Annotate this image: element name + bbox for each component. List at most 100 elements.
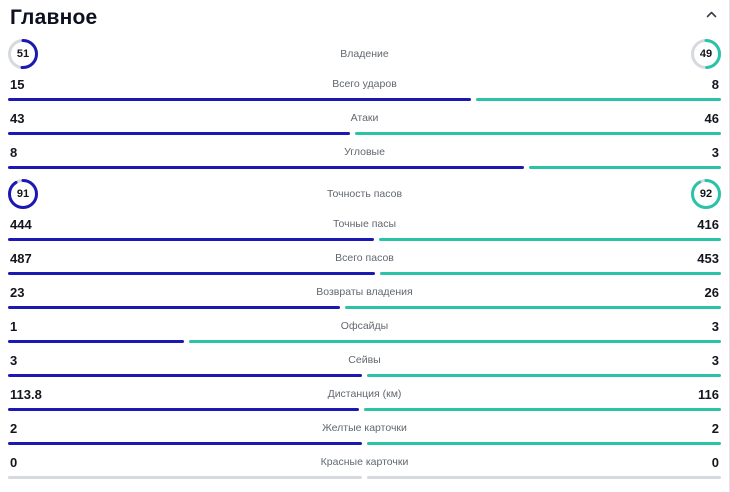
stat-label: Владение bbox=[340, 47, 389, 60]
home-value: 23 bbox=[10, 285, 25, 300]
stat-line: 23 Возвраты владения 26 bbox=[8, 283, 721, 302]
stat-row: 444 Точные пасы 416 bbox=[8, 213, 721, 247]
home-value: 3 bbox=[10, 353, 18, 368]
home-value: 487 bbox=[10, 251, 32, 266]
away-bar-segment bbox=[367, 442, 721, 445]
stat-bar bbox=[8, 340, 721, 343]
home-value: 1 bbox=[10, 319, 18, 334]
away-value: 3 bbox=[711, 319, 719, 334]
stat-line: 3 Сейвы 3 bbox=[8, 351, 721, 370]
stat-label: Возвраты владения bbox=[316, 286, 413, 299]
away-value: 8 bbox=[711, 77, 719, 92]
home-value: 15 bbox=[10, 77, 25, 92]
stat-row: 0 Красные карточки 0 bbox=[8, 451, 721, 485]
away-bar-segment bbox=[378, 238, 721, 241]
stat-label: Красные карточки bbox=[320, 456, 409, 469]
away-value: 2 bbox=[711, 421, 719, 436]
stat-label: Всего ударов bbox=[332, 78, 397, 91]
stat-line: 1 Офсайды 3 bbox=[8, 317, 721, 336]
stat-label: Желтые карточки bbox=[322, 422, 407, 435]
home-bar-segment bbox=[8, 272, 375, 275]
stat-row: 113.8 Дистанция (км) 116 bbox=[8, 383, 721, 417]
home-bar-segment bbox=[8, 306, 341, 309]
stat-bar bbox=[8, 476, 721, 479]
stat-bar bbox=[8, 238, 721, 241]
away-value: 416 bbox=[697, 217, 719, 232]
ring-svg bbox=[691, 179, 721, 209]
stat-row: 2 Желтые карточки 2 bbox=[8, 417, 721, 451]
stat-line: 8 Угловые 3 bbox=[8, 143, 721, 162]
home-bar-segment bbox=[8, 374, 362, 377]
stat-row-circle: 91 Точность пасов 92 bbox=[8, 175, 721, 213]
stat-row: 23 Возвраты владения 26 bbox=[8, 281, 721, 315]
stat-label: Дистанция (км) bbox=[327, 388, 402, 401]
stat-bar bbox=[8, 166, 721, 169]
away-bar-segment bbox=[354, 132, 721, 135]
stat-bar bbox=[8, 306, 721, 309]
stat-line: 0 Красные карточки 0 bbox=[8, 453, 721, 472]
away-bar-segment bbox=[345, 306, 721, 309]
away-bar-segment bbox=[529, 166, 721, 169]
away-progress-ring: 92 bbox=[691, 179, 721, 209]
away-value: 92 bbox=[699, 188, 713, 200]
home-value: 43 bbox=[10, 111, 25, 126]
away-bar-segment bbox=[363, 408, 721, 411]
stat-row: 15 Всего ударов 8 bbox=[8, 73, 721, 107]
away-bar-segment bbox=[367, 476, 721, 479]
home-value: 0 bbox=[10, 455, 18, 470]
stat-row: 1 Офсайды 3 bbox=[8, 315, 721, 349]
home-bar-segment bbox=[8, 132, 350, 135]
stat-line: 487 Всего пасов 453 bbox=[8, 249, 721, 268]
stat-row: 43 Атаки 46 bbox=[8, 107, 721, 141]
home-value: 91 bbox=[16, 188, 30, 200]
home-bar-segment bbox=[8, 442, 362, 445]
ring-svg bbox=[8, 179, 38, 209]
home-value: 2 bbox=[10, 421, 18, 436]
stat-bar bbox=[8, 132, 721, 135]
stat-label: Атаки bbox=[350, 112, 379, 125]
home-bar-segment bbox=[8, 408, 359, 411]
home-value: 444 bbox=[10, 217, 32, 232]
away-bar-segment bbox=[379, 272, 721, 275]
ring-svg bbox=[8, 39, 38, 69]
home-value: 8 bbox=[10, 145, 18, 160]
away-value: 3 bbox=[711, 353, 719, 368]
away-value: 49 bbox=[699, 48, 713, 60]
home-bar-segment bbox=[8, 238, 374, 241]
stat-bar bbox=[8, 98, 721, 101]
away-bar-segment bbox=[188, 340, 721, 343]
away-value: 26 bbox=[704, 285, 719, 300]
stat-label: Сейвы bbox=[348, 354, 381, 367]
stat-line: 444 Точные пасы 416 bbox=[8, 215, 721, 234]
away-value: 3 bbox=[711, 145, 719, 160]
home-progress-ring: 51 bbox=[8, 39, 38, 69]
stat-row: 487 Всего пасов 453 bbox=[8, 247, 721, 281]
stat-label: Точные пасы bbox=[332, 218, 397, 231]
stat-label: Угловые bbox=[344, 146, 385, 159]
stat-line: 43 Атаки 46 bbox=[8, 109, 721, 128]
stat-label: Всего пасов bbox=[335, 252, 394, 265]
stat-row: 3 Сейвы 3 bbox=[8, 349, 721, 383]
stat-line: 113.8 Дистанция (км) 116 bbox=[8, 385, 721, 404]
away-value: 453 bbox=[697, 251, 719, 266]
stat-line: 2 Желтые карточки 2 bbox=[8, 419, 721, 438]
stats-rows: 51 Владение 49 15 Всего ударов 8 43 Атак… bbox=[8, 35, 721, 485]
home-progress-ring: 91 bbox=[8, 179, 38, 209]
away-value: 116 bbox=[698, 387, 719, 402]
away-progress-ring: 49 bbox=[691, 39, 721, 69]
chevron-up-icon bbox=[706, 6, 717, 21]
home-bar-segment bbox=[8, 166, 525, 169]
stat-bar bbox=[8, 442, 721, 445]
stat-bar bbox=[8, 408, 721, 411]
stat-bar bbox=[8, 272, 721, 275]
stat-line: 15 Всего ударов 8 bbox=[8, 75, 721, 94]
home-bar-segment bbox=[8, 476, 362, 479]
away-value: 0 bbox=[711, 455, 719, 470]
ring-svg bbox=[691, 39, 721, 69]
collapse-section-button[interactable] bbox=[703, 6, 719, 20]
home-bar-segment bbox=[8, 98, 471, 101]
home-value: 51 bbox=[16, 48, 30, 60]
stat-label: Офсайды bbox=[340, 320, 389, 333]
home-bar-segment bbox=[8, 340, 184, 343]
